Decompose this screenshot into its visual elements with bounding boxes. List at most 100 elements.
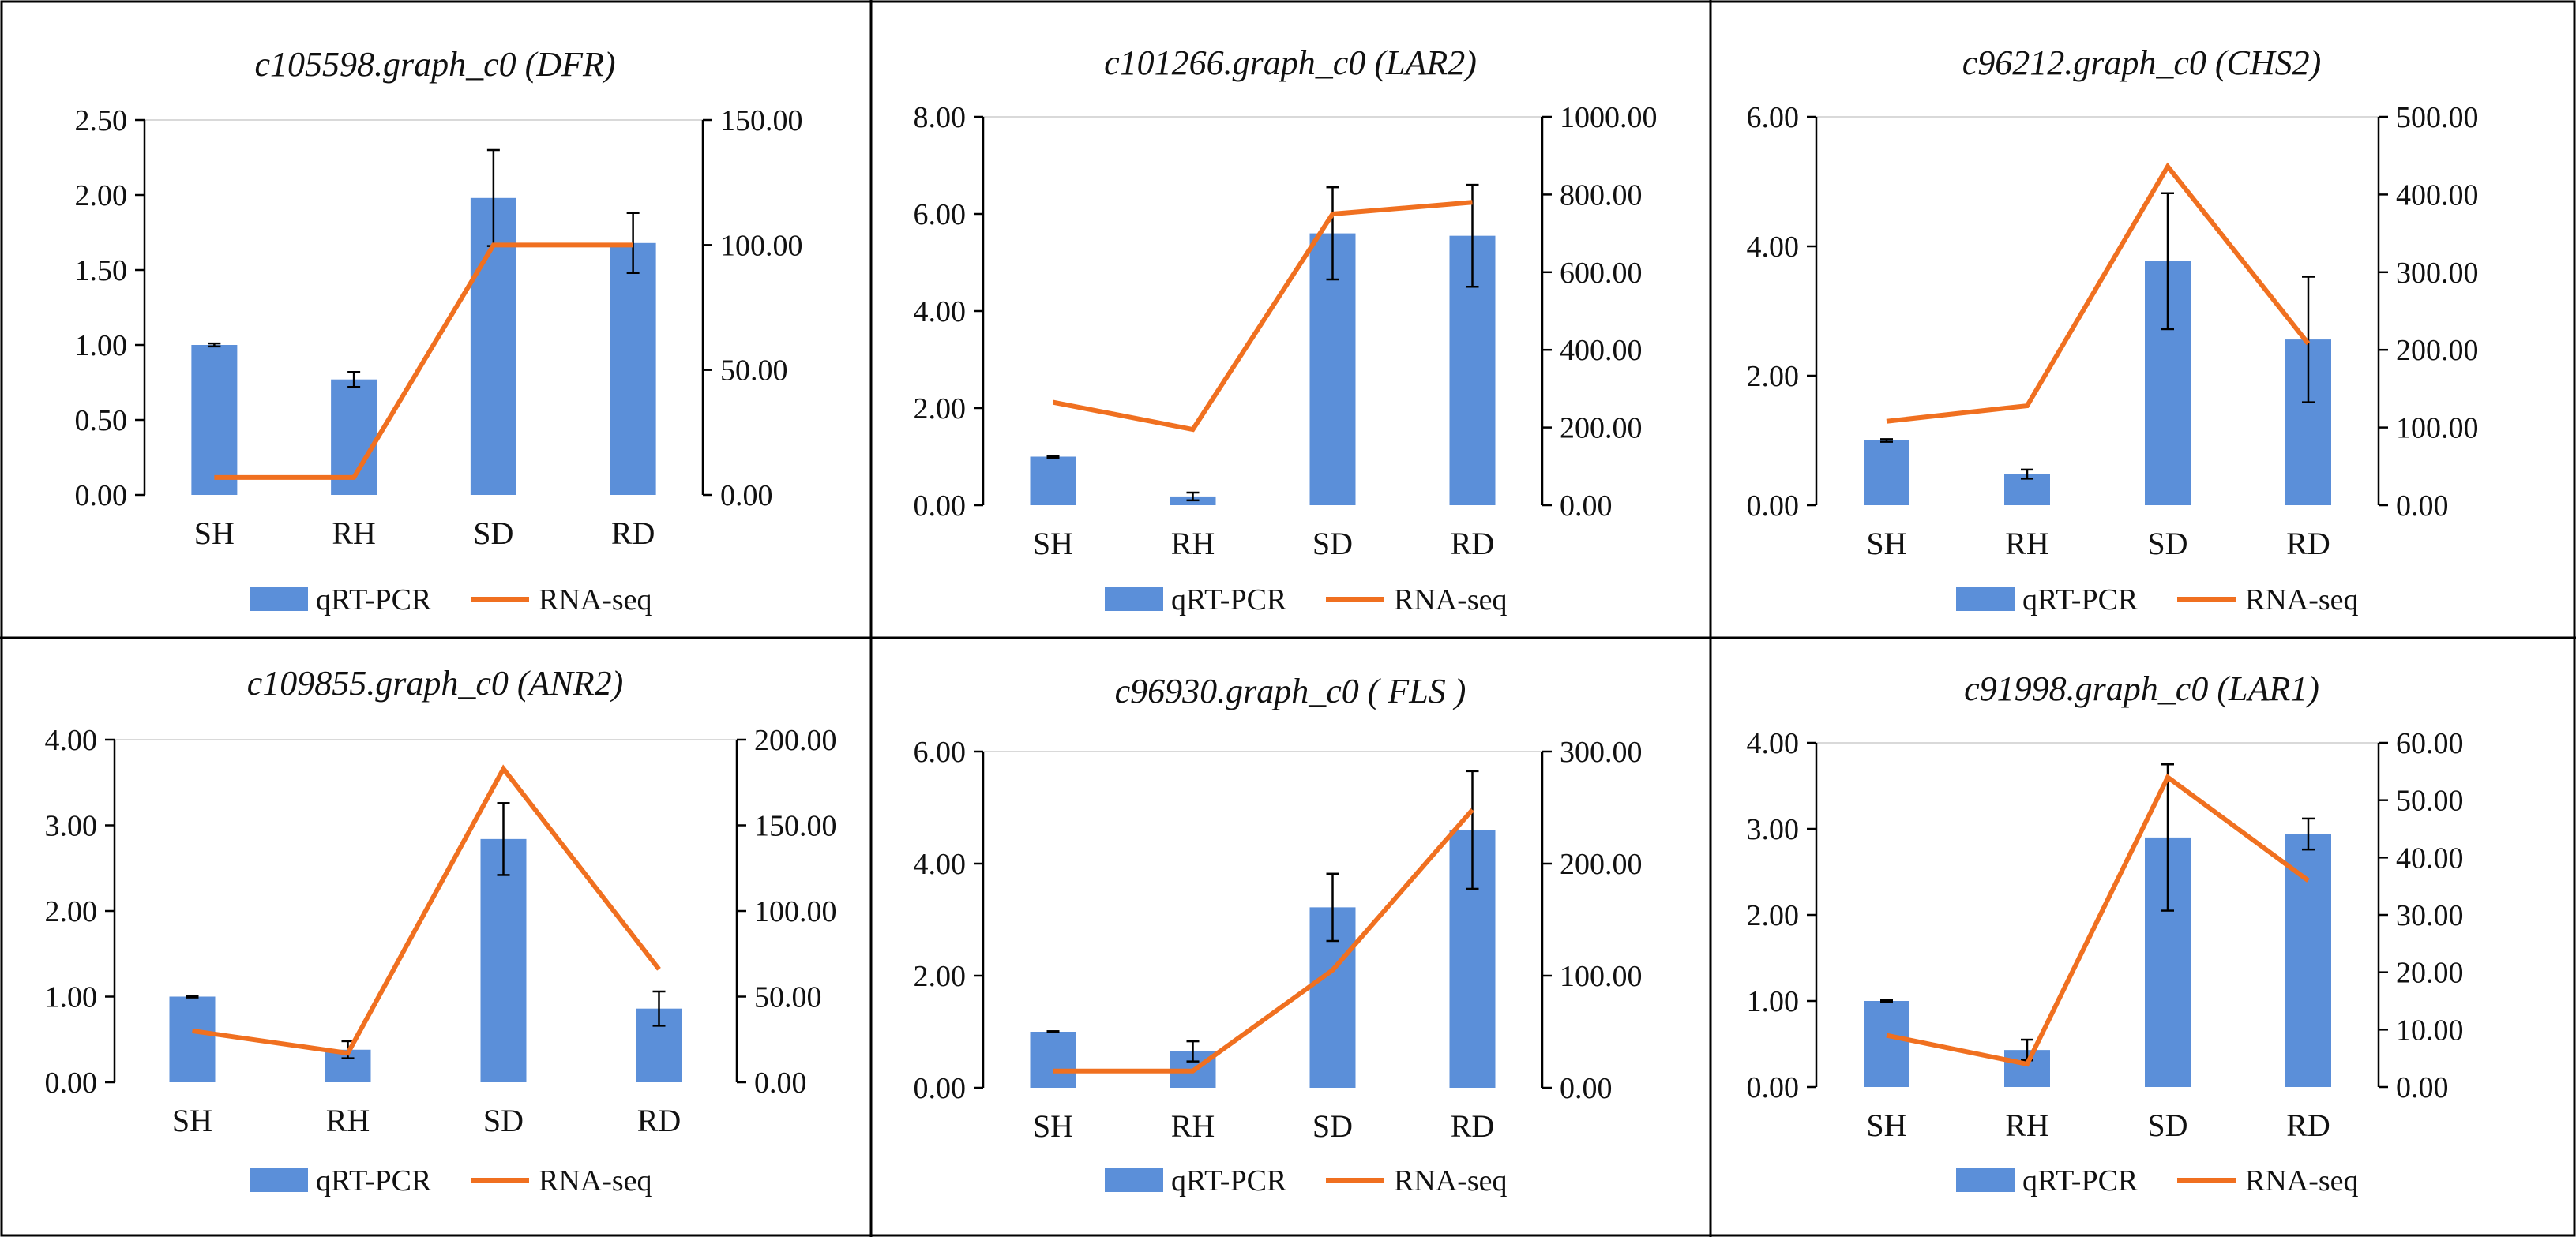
chart-panel-3: c96212.graph_c0 (CHS2) 0.00 2.00 4.00 6.00 0.… <box>1747 43 2479 617</box>
bar-sh <box>1030 1032 1076 1088</box>
rna-seq-line <box>192 764 661 1056</box>
right-tick-label: 0.00 <box>754 1066 807 1100</box>
left-tick-label: 0.00 <box>1747 1071 1800 1104</box>
rna-seq-line <box>1053 808 1474 1074</box>
chart-title: c91998.graph_c0 (LAR1) <box>1964 669 2319 708</box>
category-label: SH <box>1033 526 1073 561</box>
category-label: RD <box>1451 1108 1495 1144</box>
right-tick-label: 0.00 <box>1560 489 1613 523</box>
left-tick-label: 4.00 <box>45 724 98 757</box>
category-label: RH <box>2005 526 2049 561</box>
left-tick-label: 1.50 <box>75 254 128 287</box>
rna-seq-line <box>1886 774 2310 1067</box>
left-tick-label: 3.00 <box>1747 813 1800 846</box>
left-tick-label: 3.00 <box>45 810 98 843</box>
category-label: SD <box>473 515 513 551</box>
category-label: RH <box>326 1103 370 1138</box>
left-tick-label: 1.00 <box>45 981 98 1014</box>
right-tick-label: 10.00 <box>2396 1014 2464 1047</box>
chart-panel-6: c91998.graph_c0 (LAR1) 0.00 1.00 2.00 3.00 4.… <box>1747 669 2464 1198</box>
bar-sh <box>169 996 216 1082</box>
legend-label-rna-seq: RNA-seq <box>2245 1164 2359 1198</box>
category-label: SH <box>1033 1108 1073 1144</box>
bar-sh <box>1864 1001 1909 1087</box>
legend-label-qrt-pcr: qRT-PCR <box>2022 583 2139 617</box>
category-label: RD <box>1451 526 1495 561</box>
chart-title: c109855.graph_c0 (ANR2) <box>247 664 624 703</box>
legend-swatch-bar <box>250 1168 308 1192</box>
left-tick-label: 4.00 <box>914 295 967 328</box>
chart-panel-5: c96930.graph_c0 ( FLS ) 0.00 2.00 4.00 6.00 0… <box>914 672 1643 1198</box>
category-label: SH <box>1866 526 1906 561</box>
right-tick-label: 150.00 <box>754 810 837 843</box>
legend-label-rna-seq: RNA-seq <box>1394 1164 1508 1198</box>
left-tick-label: 1.00 <box>75 329 128 362</box>
category-label: SD <box>1312 526 1353 561</box>
right-tick-label: 0.00 <box>1560 1072 1613 1105</box>
bar-sh <box>1864 440 1909 505</box>
category-label: RD <box>611 515 655 551</box>
legend-swatch-bar <box>250 587 308 611</box>
legend-swatch-bar <box>1105 1168 1163 1192</box>
category-label: SH <box>1866 1108 1906 1143</box>
chart-title: c96930.graph_c0 ( FLS ) <box>1115 672 1466 710</box>
legend-label-qrt-pcr: qRT-PCR <box>2022 1164 2139 1198</box>
legend-label-rna-seq: RNA-seq <box>539 583 652 617</box>
legend-label-rna-seq: RNA-seq <box>2245 583 2359 617</box>
left-tick-label: 0.00 <box>914 1072 967 1105</box>
category-label: RD <box>637 1103 682 1138</box>
chart-title: c105598.graph_c0 (DFR) <box>254 45 615 84</box>
left-tick-label: 8.00 <box>914 101 967 134</box>
legend-label-qrt-pcr: qRT-PCR <box>316 1164 432 1198</box>
right-tick-label: 100.00 <box>754 895 837 928</box>
left-tick-label: 1.00 <box>1747 985 1800 1018</box>
bar-rd <box>2285 834 2331 1087</box>
right-tick-label: 200.00 <box>2396 334 2479 367</box>
category-label: RH <box>332 515 376 551</box>
right-tick-label: 600.00 <box>1560 257 1643 290</box>
left-tick-label: 6.00 <box>914 198 967 231</box>
right-tick-label: 200.00 <box>1560 412 1643 445</box>
category-label: RD <box>2286 526 2330 561</box>
right-tick-label: 50.00 <box>720 354 788 388</box>
right-tick-label: 400.00 <box>1560 334 1643 367</box>
left-tick-label: 6.00 <box>914 736 967 769</box>
left-tick-label: 4.00 <box>1747 727 1800 760</box>
right-tick-label: 0.00 <box>2396 489 2449 523</box>
category-label: RH <box>1171 526 1215 561</box>
right-tick-label: 50.00 <box>2396 785 2464 818</box>
legend-swatch-bar <box>1956 1168 2015 1192</box>
right-tick-label: 0.00 <box>2396 1071 2449 1104</box>
left-tick-label: 0.00 <box>1747 489 1800 523</box>
category-label: RH <box>2005 1108 2049 1143</box>
category-label: SD <box>2147 1108 2187 1143</box>
legend-label-qrt-pcr: qRT-PCR <box>316 583 432 617</box>
left-tick-label: 4.00 <box>914 848 967 881</box>
right-tick-label: 40.00 <box>2396 842 2464 875</box>
left-tick-label: 2.00 <box>45 895 98 928</box>
legend-swatch-bar <box>1956 587 2015 611</box>
category-label: SD <box>483 1103 524 1138</box>
chart-panel-1: c105598.graph_c0 (DFR) 0.00 0.50 1.00 1.50 2.… <box>75 45 803 617</box>
right-tick-label: 100.00 <box>2396 412 2479 445</box>
chart-panel-2: c101266.graph_c0 (LAR2) 0.00 2.00 4.00 6.00 8… <box>914 43 1658 617</box>
right-tick-label: 100.00 <box>720 229 803 262</box>
category-label: SH <box>172 1103 212 1138</box>
right-tick-label: 500.00 <box>2396 101 2479 134</box>
right-tick-label: 60.00 <box>2396 727 2464 760</box>
left-tick-label: 0.50 <box>75 404 128 437</box>
right-tick-label: 200.00 <box>1560 848 1643 881</box>
right-tick-label: 50.00 <box>754 981 822 1014</box>
left-tick-label: 4.00 <box>1747 231 1800 264</box>
legend-label-rna-seq: RNA-seq <box>1394 583 1508 617</box>
right-tick-label: 300.00 <box>1560 736 1643 769</box>
left-tick-label: 2.00 <box>1747 360 1800 393</box>
left-tick-label: 0.00 <box>914 489 967 523</box>
category-label: SH <box>194 515 235 551</box>
left-tick-label: 0.00 <box>45 1066 98 1100</box>
category-label: SD <box>1312 1108 1353 1144</box>
right-tick-label: 300.00 <box>2396 257 2479 290</box>
left-tick-label: 0.00 <box>75 479 128 512</box>
chart-title: c101266.graph_c0 (LAR2) <box>1104 43 1477 82</box>
